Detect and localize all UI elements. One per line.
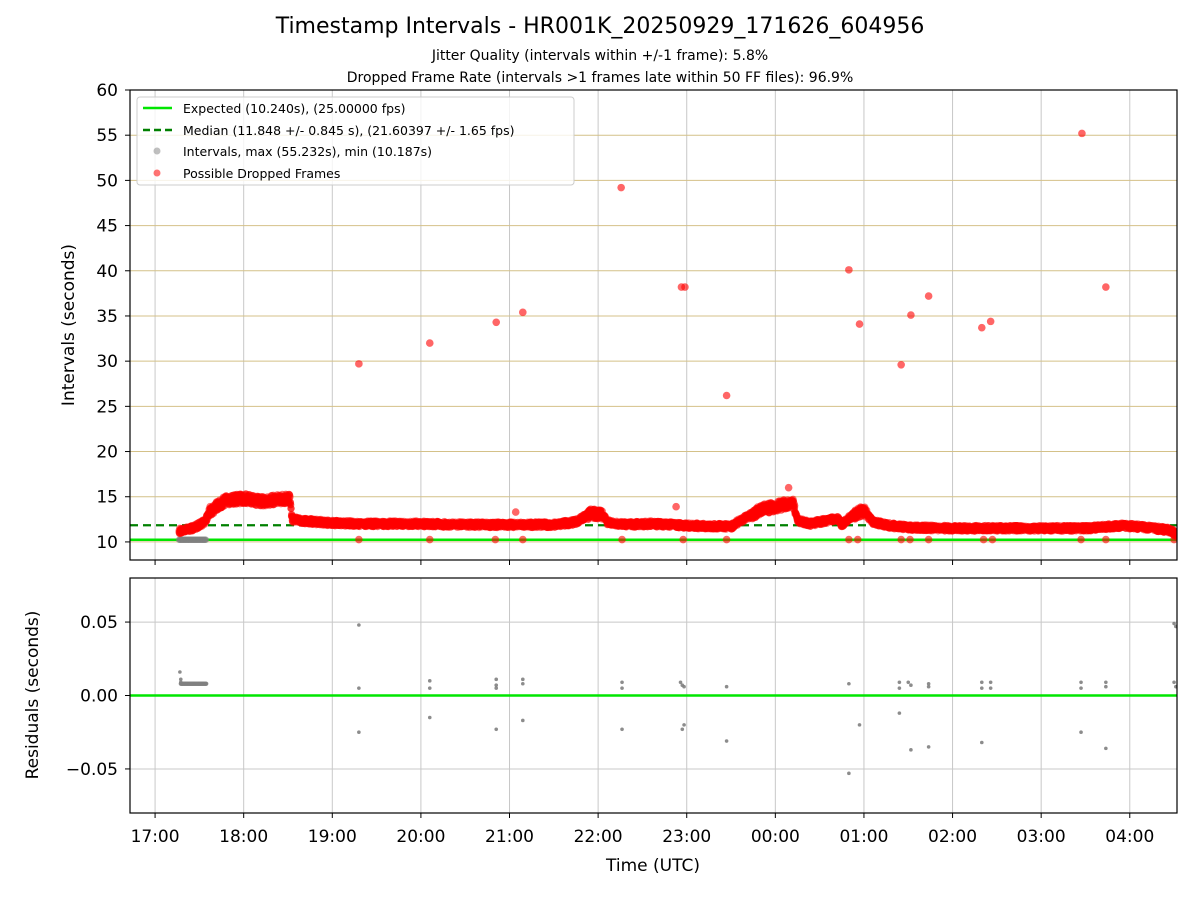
top-ytick-label-2: 20 bbox=[96, 443, 118, 463]
dropped-frame-rate-subtitle: Dropped Frame Rate (intervals >1 frames … bbox=[346, 70, 854, 86]
top-ytick-label-9: 55 bbox=[96, 126, 118, 146]
intervals-panel: 10 15 20 25 30 35 40 45 50 55 60 bbox=[96, 81, 1178, 565]
top-ytick-label-1: 15 bbox=[96, 488, 118, 508]
top-ytick-label-8: 50 bbox=[96, 171, 118, 191]
chart-title: Timestamp Intervals - HR001K_20250929_17… bbox=[275, 14, 925, 39]
top-ytick-label-3: 25 bbox=[96, 397, 118, 417]
dropped-frame-point-561 bbox=[286, 499, 295, 507]
top-ytick-label-6: 40 bbox=[96, 262, 118, 282]
top-ytick-label-7: 45 bbox=[96, 217, 118, 237]
top-ytick-label-5: 35 bbox=[96, 307, 118, 327]
dropped-frame-point-563 bbox=[287, 504, 295, 513]
top-ytick-label-0: 10 bbox=[96, 533, 118, 553]
dropped-frame-point-557 bbox=[286, 493, 294, 501]
jitter-quality-subtitle: Jitter Quality (intervals within +/-1 fr… bbox=[431, 48, 769, 64]
top-plot-area bbox=[130, 129, 1177, 544]
top-ytick-label-10: 60 bbox=[96, 81, 118, 101]
top-ytick-label-4: 30 bbox=[96, 352, 118, 372]
normal-interval-point-38 bbox=[202, 536, 210, 543]
